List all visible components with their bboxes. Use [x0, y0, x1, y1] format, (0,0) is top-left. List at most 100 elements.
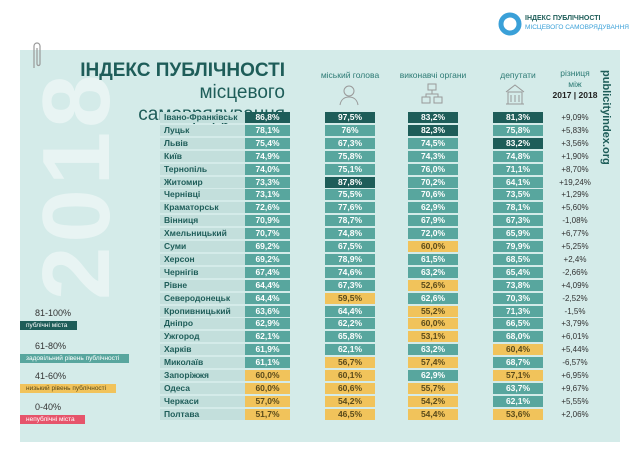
legend-label: публічні міста [20, 321, 78, 330]
score-cell: 60,1% [325, 370, 375, 381]
difference: +9,67% [561, 383, 589, 393]
score-cell: 76,0% [408, 163, 458, 175]
score-cell: 83,2% [493, 137, 543, 149]
difference: +5,44% [561, 345, 589, 355]
score-cell: 60,0% [245, 370, 290, 381]
score-cell: 71,1% [493, 163, 543, 175]
city-name: Дніпро [160, 318, 245, 330]
score-cell: 68,0% [493, 331, 543, 343]
col-diff-3: 2017 | 2018 [552, 90, 598, 100]
score-cell: 73,3% [245, 176, 290, 188]
city-name: Вінниця [160, 215, 245, 227]
city-name: Суми [160, 241, 245, 252]
difference: +9,09% [561, 113, 589, 122]
logo-icon [498, 12, 522, 36]
score-cell: 69,2% [245, 253, 290, 265]
score-cell: 55,2% [408, 305, 458, 317]
score-cell: 75,8% [325, 150, 375, 162]
score-cell: 74,6% [325, 266, 375, 278]
city-name: Львів [160, 137, 245, 149]
difference: +3,79% [561, 319, 589, 329]
city-name: Черкаси [160, 395, 245, 407]
score-cell: 74,9% [245, 150, 290, 162]
score-cell: 67,3% [325, 279, 375, 291]
score-cell: 78,1% [493, 202, 543, 214]
score-cell: 87,8% [325, 176, 375, 188]
logo-line1: ІНДЕКС ПУБЛІЧНОСТІ [525, 15, 601, 22]
score-cell: 70,2% [408, 176, 458, 188]
difference: +4,09% [561, 280, 589, 290]
score-cell: 60,0% [408, 318, 458, 330]
score-cell: 74,8% [493, 150, 543, 162]
score-cell: 64,4% [325, 305, 375, 317]
score-cell: 75,4% [245, 137, 290, 149]
score-cell: 74,8% [325, 228, 375, 240]
legend-range: 0-40% [35, 402, 62, 412]
city-name: Кропивницький [160, 305, 245, 317]
site: publicityindex.org [600, 70, 612, 165]
score-cell: 65,8% [325, 331, 375, 343]
score-cell: 72,6% [245, 202, 290, 214]
score-cell: 62,1% [245, 331, 290, 343]
city-name: Одеса [160, 382, 245, 394]
difference: -2,52% [562, 293, 588, 303]
score-cell: 63,7% [493, 382, 543, 394]
logo-line2: МІСЦЕВОГО САМОВРЯДУВАННЯ [525, 24, 629, 31]
mayor-icon [339, 85, 359, 106]
score-cell: 56,7% [325, 357, 375, 369]
city-name: Рівне [160, 279, 245, 291]
difference: +3,56% [561, 138, 589, 148]
difference: +1,29% [561, 190, 589, 200]
score-cell: 61,9% [245, 344, 290, 356]
city-name: Запоріжжя [160, 370, 245, 381]
title-line1: ІНДЕКС ПУБЛІЧНОСТІ [80, 60, 285, 81]
score-cell: 63,6% [245, 305, 290, 317]
score-cell: 70,3% [493, 292, 543, 304]
score-cell: 54,2% [408, 395, 458, 407]
legend-label: задовільний рівень публічності [20, 354, 130, 363]
legend-range: 41-60% [35, 371, 67, 381]
col-executive: виконавчі органи [399, 70, 467, 80]
score-cell: 74,3% [408, 150, 458, 162]
score-cell: 68,5% [493, 253, 543, 265]
score-cell: 73,1% [245, 189, 290, 201]
difference: +2,4% [563, 254, 587, 264]
score-cell: 57,4% [408, 357, 458, 369]
score-cell: 75,8% [493, 124, 543, 136]
score-cell: 53,6% [493, 408, 543, 420]
score-cell: 64,4% [245, 279, 290, 291]
col-diff-1: різниця [560, 68, 590, 78]
difference: -6,57% [562, 358, 588, 368]
city-name: Северодонецьк [160, 292, 245, 304]
score-cell: 66,5% [493, 318, 543, 330]
city-name: Тернопіль [160, 163, 245, 175]
deputies-icon [505, 84, 525, 105]
score-cell: 60,4% [493, 344, 543, 356]
clip-icon [33, 42, 41, 68]
city-name: Миколаїв [160, 357, 245, 369]
score-cell: 71,3% [493, 305, 543, 317]
city-name: Херсон [160, 253, 245, 265]
score-cell: 64,4% [245, 292, 290, 304]
score-cell: 52,6% [408, 279, 458, 291]
difference: +5,83% [561, 125, 589, 135]
executive-icon [421, 83, 443, 104]
legend-range: 61-80% [35, 341, 67, 351]
score-cell: 63,2% [408, 344, 458, 356]
score-cell: 75,5% [325, 189, 375, 201]
score-cell: 62,1% [493, 395, 543, 407]
score-cell: 63,2% [408, 266, 458, 278]
score-cell: 78,7% [325, 215, 375, 227]
score-cell: 70,9% [245, 215, 290, 227]
score-cell: 60,0% [245, 382, 290, 394]
city-name: Житомир [160, 176, 245, 188]
score-cell: 64,1% [493, 176, 543, 188]
difference: +5,25% [561, 242, 589, 251]
score-cell: 79,9% [493, 241, 543, 252]
score-cell: 75,1% [325, 163, 375, 175]
score-cell: 62,1% [325, 344, 375, 356]
score-cell: 70,7% [245, 228, 290, 240]
difference: +1,90% [561, 151, 589, 161]
score-cell: 70,6% [408, 189, 458, 201]
score-cell: 57,0% [245, 395, 290, 407]
